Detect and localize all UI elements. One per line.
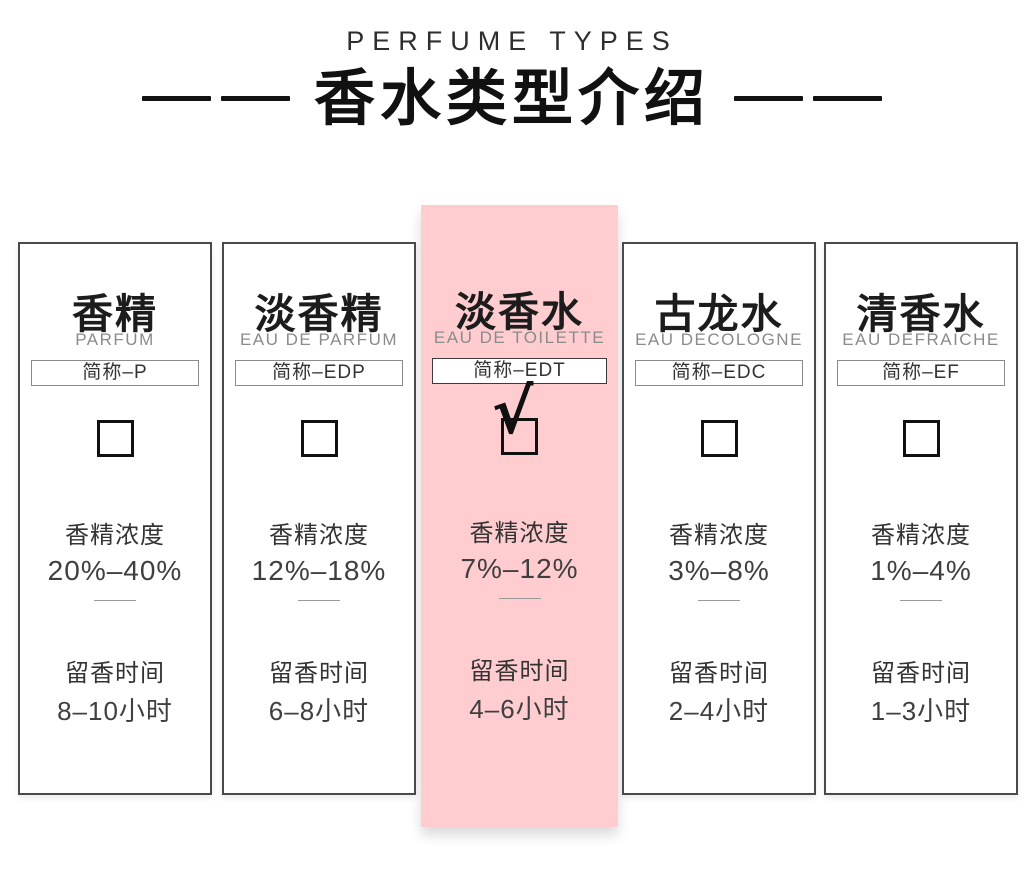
title-row: 香水类型介绍 bbox=[0, 64, 1024, 132]
checkbox-row bbox=[826, 420, 1016, 458]
right-dashes bbox=[734, 96, 882, 102]
concentration-value: 20%–40% bbox=[47, 555, 183, 586]
concentration-label: 香精浓度 bbox=[269, 522, 369, 549]
perfume-card-edp: 淡香精 EAU DE PARFUM 简称–EDP 香精浓度 12%–18% 留香… bbox=[222, 242, 416, 795]
concentration-label: 香精浓度 bbox=[65, 522, 165, 549]
duration-label: 留香时间 bbox=[871, 660, 971, 687]
dash-line bbox=[141, 96, 211, 102]
check-icon: √ bbox=[492, 375, 534, 448]
duration-label: 留香时间 bbox=[65, 660, 165, 687]
duration-value: 6–8小时 bbox=[268, 696, 370, 726]
checkbox-unchecked bbox=[300, 420, 338, 457]
header-subtitle: PERFUME TYPES bbox=[346, 26, 678, 56]
perfume-card-ef: 清香水 EAU DEFRAICHE 简称–EF 香精浓度 1%–4% 留香时间 … bbox=[824, 242, 1018, 795]
divider bbox=[498, 598, 541, 599]
perfume-name: 清香水 bbox=[856, 291, 986, 337]
checkbox-unchecked bbox=[700, 420, 738, 457]
duration-label: 留香时间 bbox=[669, 660, 769, 687]
concentration-label: 香精浓度 bbox=[871, 522, 971, 549]
divider bbox=[900, 600, 942, 601]
abbr-badge: 简称–P bbox=[31, 360, 199, 386]
highlight-panel bbox=[421, 205, 618, 827]
perfume-name: 香精 bbox=[72, 291, 158, 337]
checkbox-row bbox=[624, 420, 814, 458]
perfume-name-en: EAU DECOLOGNE bbox=[635, 330, 803, 349]
divider bbox=[298, 600, 340, 601]
duration-value: 1–3小时 bbox=[870, 696, 972, 726]
checkbox-checked: √ bbox=[492, 381, 538, 455]
perfume-name-en: EAU DE TOILETTE bbox=[433, 328, 606, 347]
duration-value: 2–4小时 bbox=[668, 696, 770, 726]
abbr-badge: 简称–EDC bbox=[635, 360, 803, 386]
checkbox-row bbox=[224, 420, 414, 458]
abbr-badge: 简称–EF bbox=[837, 360, 1005, 386]
perfume-card-edt-selected: 淡香水 EAU DE TOILETTE 简称–EDT √ 香精浓度 7%–12%… bbox=[421, 242, 618, 795]
duration-label: 留香时间 bbox=[269, 660, 369, 687]
header: PERFUME TYPES 香水类型介绍 bbox=[0, 0, 1024, 132]
divider bbox=[698, 600, 740, 601]
concentration-label: 香精浓度 bbox=[669, 522, 769, 549]
perfume-name-en: EAU DEFRAICHE bbox=[842, 330, 1000, 349]
perfume-card-parfum: 香精 PARFUM 简称–P 香精浓度 20%–40% 留香时间 8–10小时 bbox=[18, 242, 212, 795]
checkbox-row bbox=[20, 420, 210, 458]
checkbox-row: √ bbox=[421, 381, 618, 456]
concentration-value: 3%–8% bbox=[668, 555, 770, 586]
perfume-name: 淡香水 bbox=[455, 289, 584, 335]
checkbox-unchecked bbox=[902, 420, 940, 457]
abbr-badge: 简称–EDP bbox=[235, 360, 403, 386]
dash-line bbox=[220, 96, 290, 102]
divider bbox=[94, 600, 136, 601]
perfume-name: 古龙水 bbox=[654, 291, 784, 337]
perfume-name-en: PARFUM bbox=[75, 330, 155, 349]
perfume-name: 淡香精 bbox=[254, 291, 384, 337]
concentration-value: 1%–4% bbox=[870, 555, 972, 586]
left-dashes bbox=[141, 96, 290, 102]
perfume-name-en: EAU DE PARFUM bbox=[239, 330, 399, 349]
checkbox-unchecked bbox=[96, 420, 134, 457]
concentration-value: 12%–18% bbox=[251, 555, 387, 586]
concentration-value: 7%–12% bbox=[460, 553, 579, 584]
duration-value: 8–10小时 bbox=[57, 696, 173, 726]
page-title: 香水类型介绍 bbox=[313, 64, 710, 132]
dash-line bbox=[813, 96, 882, 102]
duration-label: 留香时间 bbox=[469, 658, 570, 685]
abbr-badge: 简称–EDT bbox=[432, 358, 607, 384]
perfume-card-edc: 古龙水 EAU DECOLOGNE 简称–EDC 香精浓度 3%–8% 留香时间… bbox=[622, 242, 816, 795]
duration-value: 4–6小时 bbox=[469, 694, 570, 724]
dash-line bbox=[734, 96, 803, 102]
concentration-label: 香精浓度 bbox=[469, 520, 570, 547]
